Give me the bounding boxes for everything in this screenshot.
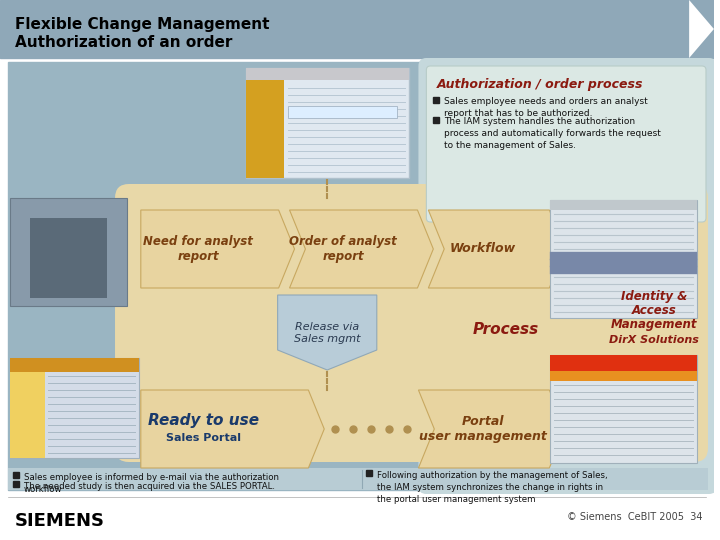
Bar [10,358,139,458]
Text: Process: Process [472,322,539,338]
Text: Workflow: Workflow [450,242,516,255]
Text: The needed study is then acquired via the SALES PORTAL.: The needed study is then acquired via th… [24,482,275,491]
Text: Ready to use: Ready to use [148,413,258,428]
Text: © Siemens  CeBIT 2005  34: © Siemens CeBIT 2005 34 [567,512,702,522]
Bar [246,68,408,80]
Text: Sales Portal: Sales Portal [166,433,240,443]
FancyBboxPatch shape [426,66,706,222]
FancyBboxPatch shape [418,58,717,494]
Text: DirX Solutions: DirX Solutions [610,335,699,345]
Polygon shape [141,210,294,288]
Text: Need for analyst
report: Need for analyst report [143,235,253,263]
Bar [10,198,127,306]
Bar [8,468,708,490]
Bar [550,200,697,210]
Bar [246,68,408,178]
Text: Identity &: Identity & [621,290,688,303]
Bar [550,355,697,371]
Polygon shape [428,210,565,288]
Bar [550,371,697,381]
Polygon shape [278,295,377,370]
Text: Following authorization by the management of Sales,
the IAM system synchronizes : Following authorization by the managemen… [377,471,608,504]
Text: SIEMENS: SIEMENS [15,512,105,530]
Bar [550,355,697,463]
Text: Flexible Change Management: Flexible Change Management [15,17,269,32]
Text: The IAM system handles the authorization
process and automatically forwards the : The IAM system handles the authorization… [444,117,661,150]
Polygon shape [289,210,433,288]
FancyBboxPatch shape [115,184,708,462]
Bar [8,62,708,490]
Text: Sales employee needs and orders an analyst
report that has to be authorized.: Sales employee needs and orders an analy… [444,97,648,118]
Bar [246,80,284,178]
Bar [0,0,714,58]
Text: Authorization / order process: Authorization / order process [437,78,644,91]
Bar [550,200,697,318]
Bar [10,372,45,458]
Bar [10,358,139,372]
Text: Access: Access [632,304,677,317]
Polygon shape [689,0,714,58]
Polygon shape [689,0,714,58]
Text: Release via
Sales mgmt: Release via Sales mgmt [294,322,361,344]
Text: Portal
user management: Portal user management [419,415,546,443]
Polygon shape [141,390,324,468]
Text: Management: Management [611,318,698,331]
Text: Sales employee is informed by e-mail via the authorization
workflow: Sales employee is informed by e-mail via… [24,473,279,494]
Text: Authorization of an order: Authorization of an order [15,35,233,50]
Text: Order of analyst
report: Order of analyst report [289,235,397,263]
Bar [287,106,397,118]
Polygon shape [418,390,565,468]
Bar [30,218,107,298]
